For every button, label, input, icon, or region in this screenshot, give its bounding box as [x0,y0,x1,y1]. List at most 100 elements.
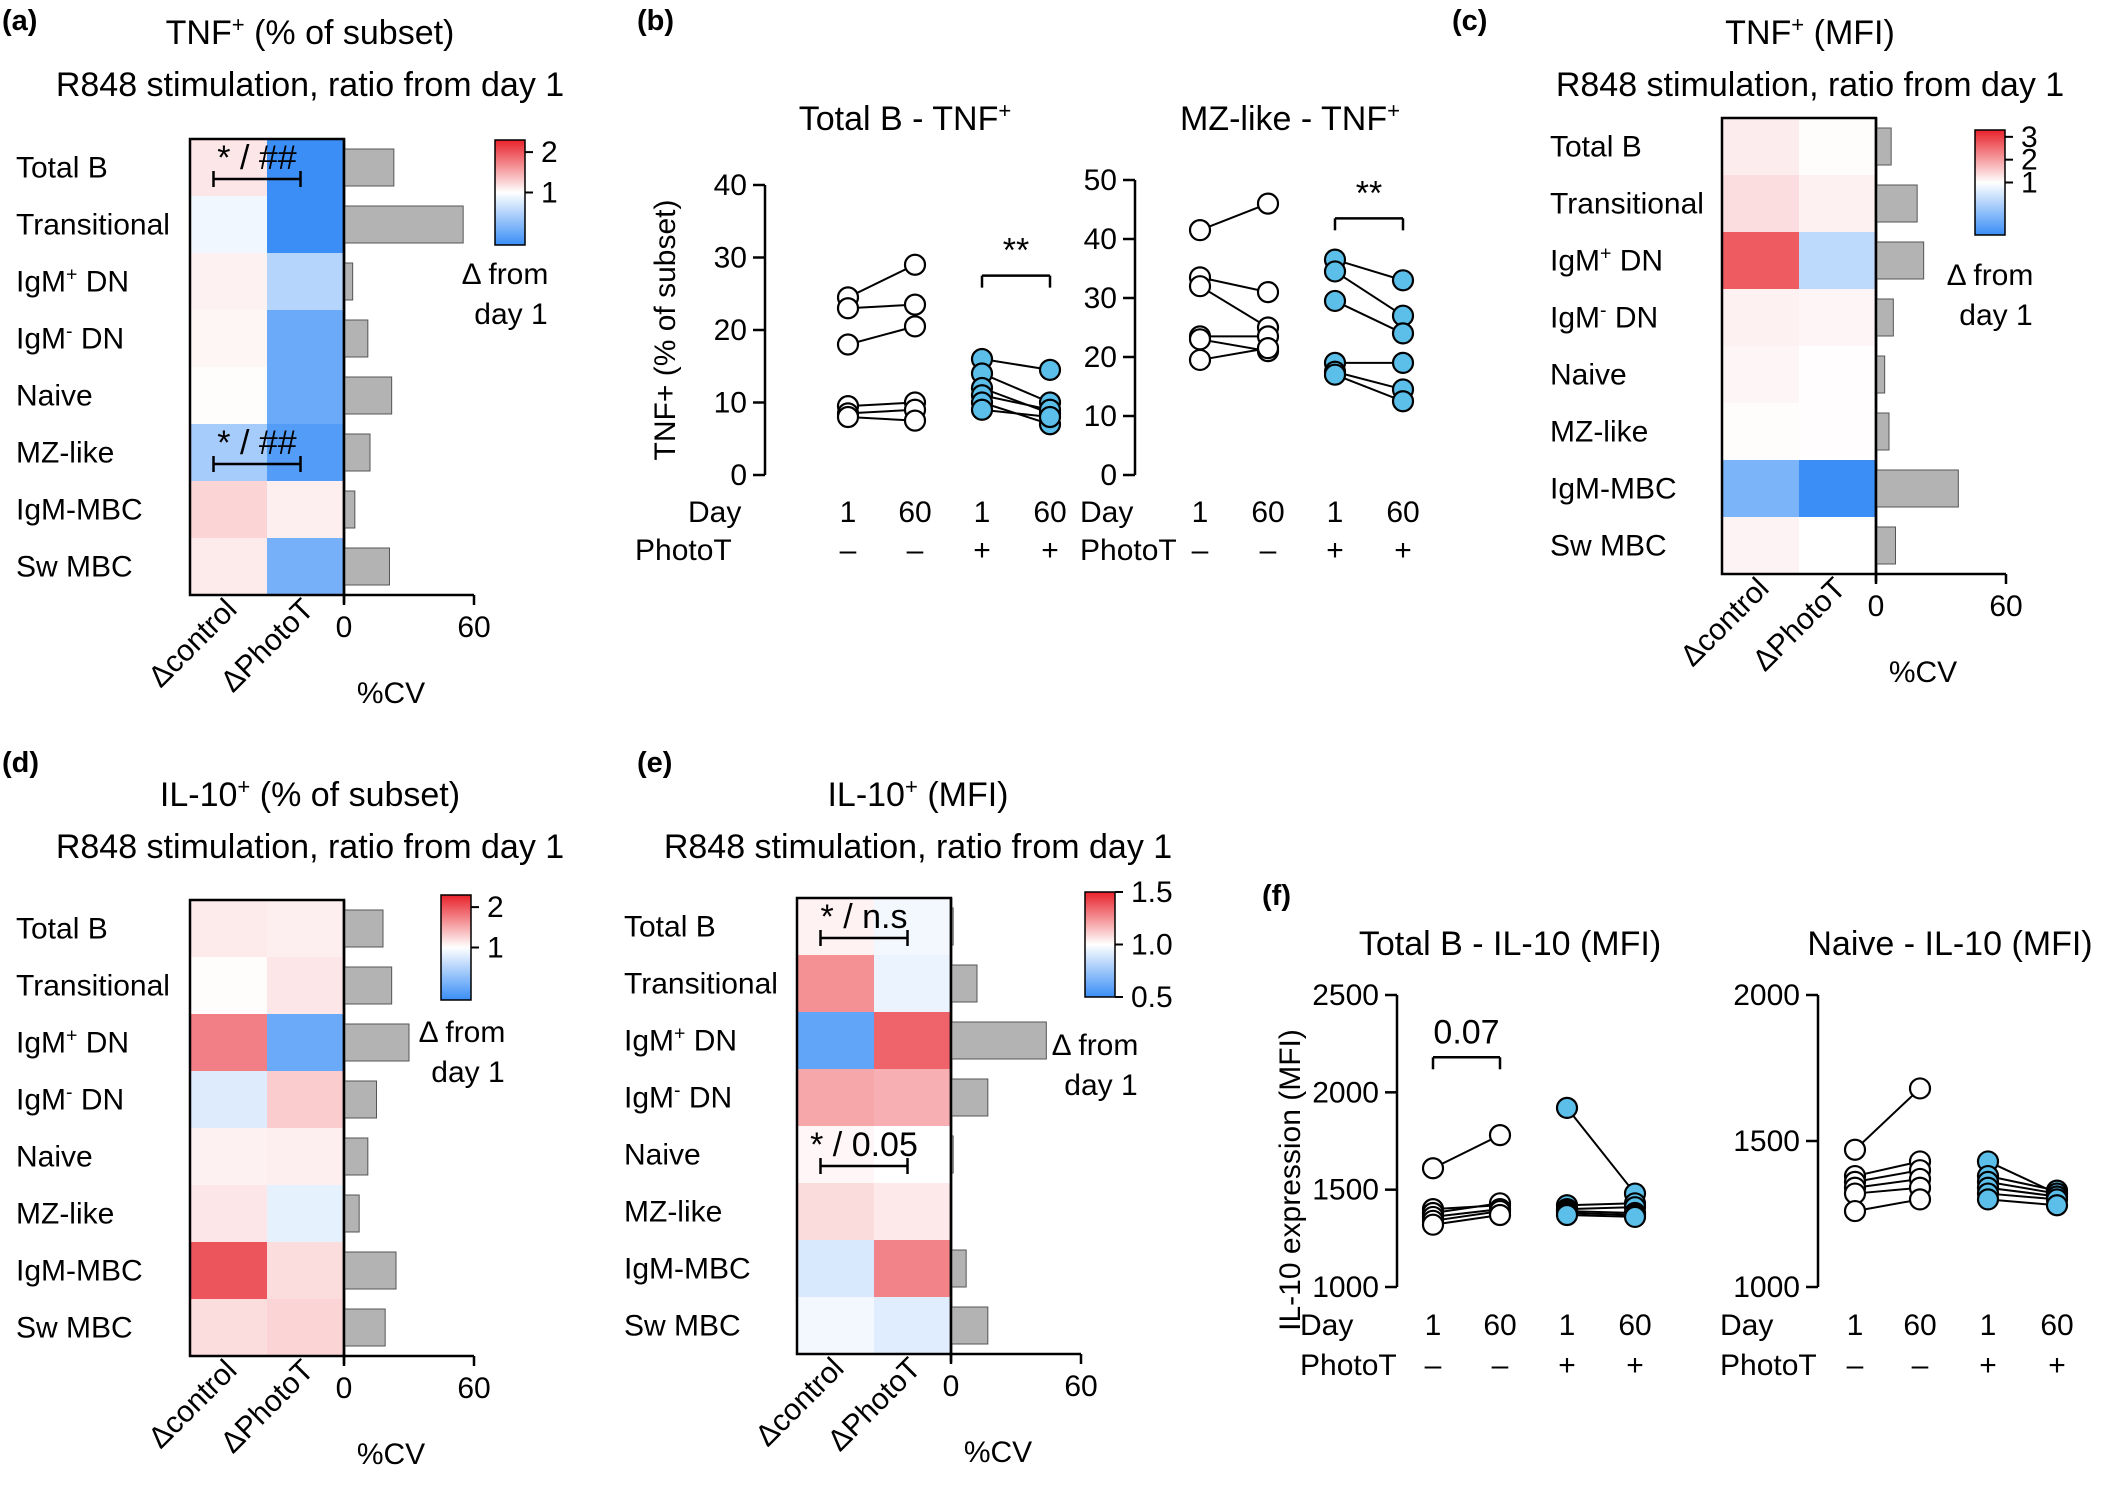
plot-f1-day-tick-label: 60 [1618,1309,1651,1342]
panel-c-cv-bar [1875,526,1896,565]
plot-b1-y-tick-label: 10 [714,387,747,420]
panel-d-title: IL-10+ (% of subset) [160,774,460,815]
plot-f1-point-photot [1623,1205,1647,1229]
panel-a-colorbar [494,139,526,246]
panel-c-row-label: MZ-like [1550,416,1648,449]
panel-c-heat-cell [1799,403,1877,461]
plot-f1-title: Total B - IL-10 (MFI) [1359,925,1661,963]
panel-e-heat-cell [797,1069,875,1127]
plot-b2-point-photot [1391,322,1415,345]
plot-b1-photot-tick-label: – [907,534,924,567]
panel-d-row-label: Transitional [16,970,170,1003]
panel-c-colorbar-tick-label: 1 [2021,167,2038,200]
panel-d-row-label: IgM+ DN [16,1025,129,1060]
panel-e-heat-cell [874,1297,952,1355]
plot-b2-y-tick-label: 40 [1084,223,1117,256]
panel-e-heat-cell [797,898,875,956]
panel-d-cv-bar [343,1023,410,1062]
panel-e-row-label: Transitional [624,968,778,1001]
panel-c-heat-cell [1722,118,1800,176]
plot-f2-day-tick-label: 1 [1847,1309,1864,1342]
panel-c-heat-cell [1722,460,1800,518]
plot-f1-y-tick-label: 2000 [1312,1076,1379,1109]
panel-c-cv-bar [1875,355,1886,394]
panel-e-cv-tick-label: 60 [1064,1370,1097,1403]
panel-c-subtitle: R848 stimulation, ratio from day 1 [1556,66,2064,104]
panel-a-cv-bar [343,433,371,472]
plot-b2-photot-tick-label: – [1260,534,1277,567]
panel-c-cv-bar [1875,469,1959,508]
plot-b1-y-tick-label: 40 [714,169,747,202]
panel-c-heat-cell [1799,460,1877,518]
plot-b1-pair-line-control [847,408,916,415]
plot-f2-photot-label: PhotoT [1720,1349,1817,1382]
panel-e-colorbar [1084,891,1116,998]
plot-b2-sig-label: ** [1356,174,1382,212]
panel-a-heat-cell [267,196,345,254]
panel-d-heat-cell [267,1242,345,1300]
f-y-axis-label: IL-10 expression (MFI) [1274,1029,1307,1331]
panel-a-heat-cell [267,310,345,368]
panel-a-cv-label: %CV [357,677,425,710]
plot-b2-day-tick-label: 1 [1327,496,1344,529]
plot-f2-pair-line-photot [1987,1186,2058,1198]
plot-f1-pair-line-photot [1566,1210,1636,1215]
plot-f1-point-control [1488,1124,1512,1147]
plot-b1-pair-line-control [847,303,916,310]
plot-b2-day-tick-label: 60 [1251,496,1284,529]
plot-b2-point-control [1256,192,1280,215]
panel-d-heat-cell [190,1014,268,1072]
panel-c-row-label: Naive [1550,359,1627,392]
panel-d-heat-cell [190,1128,268,1186]
panel-a-heat-cell [267,424,345,482]
plot-b1-pair-line-photot [981,372,1051,404]
panel-d-colorbar-tick-label: 2 [487,891,504,924]
plot-b1-point-photot [970,398,994,421]
plot-b2-point-photot [1323,260,1347,283]
plot-f2-y-tick-label: 1500 [1733,1125,1800,1158]
panel-a-heat-cell [190,253,268,311]
plot-b1-day-tick-label: 60 [1033,496,1066,529]
plot-b2-y-tick-label: 30 [1084,282,1117,315]
plot-b1-y-tick-label: 0 [730,459,747,492]
panel-a-colorbar-tick-label: 2 [541,136,558,169]
plot-f2-point-photot [2045,1194,2069,1217]
panel-a-cv-bar [343,205,464,244]
plot-b2-y-tick-label: 20 [1084,341,1117,374]
panel-c-cv-bar [1875,241,1925,280]
panel-e-row-label: IgM+ DN [624,1023,737,1058]
panel-d-heat-cell [190,1242,268,1300]
panel-a-row-label: Transitional [16,209,170,242]
plot-f1-pair-line-control [1432,1213,1501,1226]
plot-b1-point-control [836,297,860,320]
plot-b2-photot-tick-label: + [1326,534,1344,567]
panel-d-cv-bar [343,1308,386,1347]
plot-f1-pair-line-photot [1566,1202,1636,1207]
panel-e-colorbar-tick-label: 0.5 [1131,981,1173,1014]
plot-b1-y-tick-label: 30 [714,242,747,275]
plot-f1-pair-line-photot [1566,1206,1636,1211]
panel-e-heat-cell [874,955,952,1013]
panel-a-heat-cell [190,367,268,425]
plot-f2-day-label: Day [1720,1309,1773,1342]
panel-e-heat-cell [797,955,875,1013]
panel-c-row-label: IgM- DN [1550,300,1658,335]
plot-f2-day-tick-label: 60 [1903,1309,1936,1342]
plot-b2-y-tick-label: 50 [1084,164,1117,197]
plot-b2-point-control [1188,275,1212,298]
plot-f2-point-photot [1976,1188,2000,1211]
panel-e-colorbar-tick-label: 1.5 [1131,876,1173,909]
panel-d-row-label: Sw MBC [16,1312,133,1345]
plot-f2-pair-line-photot [1987,1175,2058,1192]
panel-c-row-label: Transitional [1550,188,1704,221]
plot-b1-point-control [903,293,927,316]
panel-a-annotation: * / ## [217,424,296,462]
plot-f1-point-photot [1555,1203,1579,1227]
plot-f1-point-photot [1555,1096,1579,1120]
plot-f2-y-tick-label: 2000 [1733,979,1800,1012]
plot-b2-pair-line-photot [1334,373,1404,403]
panel-label-b: (b) [637,5,674,37]
plot-b2-point-photot [1323,363,1347,386]
panel-e-row-label: MZ-like [624,1196,722,1229]
plot-f2-pair-line-control [1854,1160,1921,1178]
